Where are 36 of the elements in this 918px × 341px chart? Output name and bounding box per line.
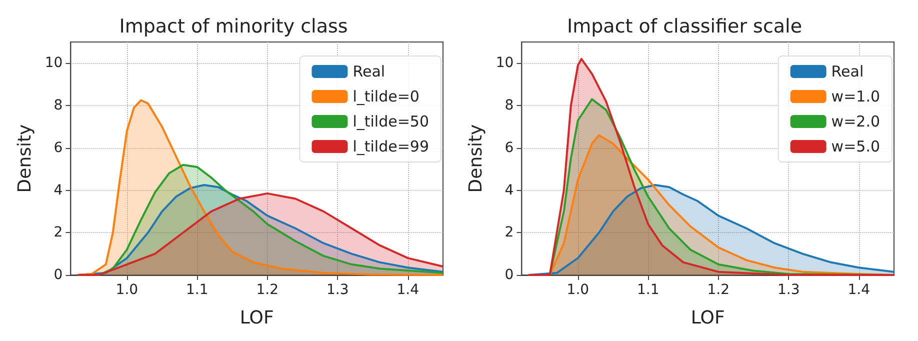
x-tick-label: 1.1 (186, 282, 208, 298)
x-tick-label: 1.3 (326, 282, 349, 298)
legend-label: w=2.0 (831, 112, 880, 130)
x-tick-label: 1.1 (637, 282, 660, 298)
x-tick-label: 1.2 (707, 282, 730, 298)
y-tick-label: 2 (54, 224, 63, 241)
y-tick-label: 10 (496, 55, 514, 72)
y-axis-title: Density (14, 124, 36, 193)
y-tick-label: 10 (44, 55, 63, 72)
x-axis-title: LOF (240, 308, 274, 328)
x-tick-label: 1.4 (848, 282, 870, 298)
legend-label: l_tilde=50 (352, 112, 430, 130)
legend-label: w=5.0 (831, 138, 880, 156)
y-tick-label: 4 (504, 182, 514, 198)
y-tick-label: 4 (54, 182, 63, 198)
x-tick-label: 1.0 (566, 282, 590, 298)
chart-title: Impact of classifier scale (566, 16, 802, 38)
y-axis-title: Density (466, 124, 486, 193)
y-tick-label: 8 (54, 98, 63, 114)
y-tick-label: 0 (54, 267, 63, 283)
y-tick-label: 6 (504, 140, 514, 156)
x-tick-label: 1.2 (256, 282, 279, 298)
legend-label: Real (831, 62, 864, 80)
x-axis-title: LOF (690, 308, 725, 328)
y-tick-label: 6 (54, 140, 63, 156)
legend-label: l_tilde=0 (352, 88, 420, 106)
y-tick-label: 0 (504, 267, 514, 283)
x-tick-label: 1.0 (116, 282, 138, 298)
chart-title: Impact of minority class (119, 16, 348, 38)
legend-label: l_tilde=99 (352, 138, 430, 156)
y-tick-label: 2 (504, 224, 514, 241)
legend-label: Real (352, 62, 386, 80)
x-tick-label: 1.4 (396, 282, 420, 298)
y-tick-label: 8 (504, 98, 514, 114)
legend-label: w=1.0 (831, 88, 880, 106)
x-tick-label: 1.3 (778, 282, 800, 298)
